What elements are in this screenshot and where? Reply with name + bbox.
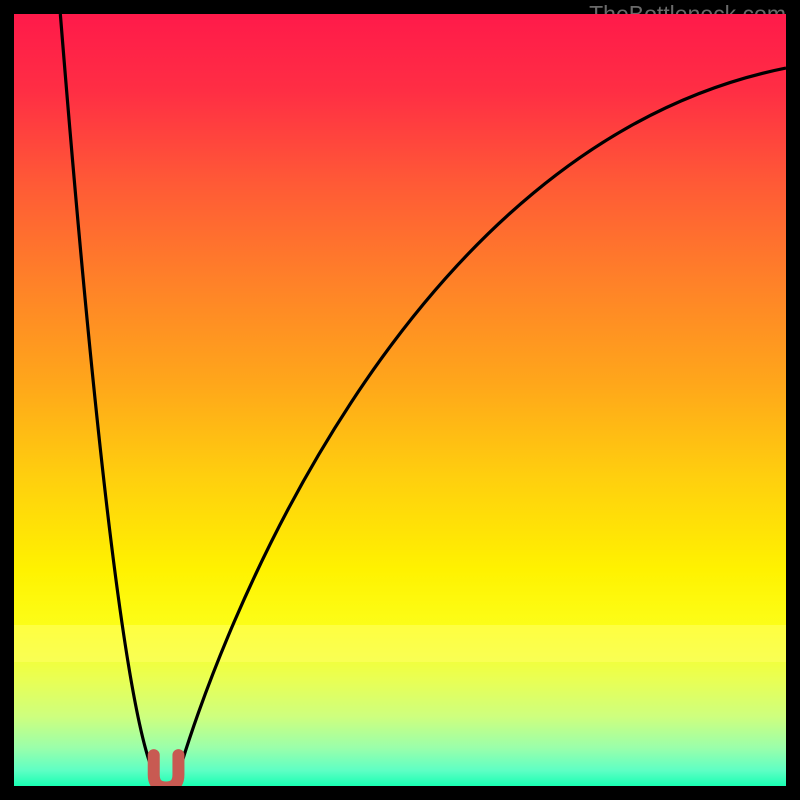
dip-bump [154, 755, 179, 786]
bump-layer [14, 14, 786, 786]
plot-area [14, 14, 786, 786]
chart-frame: TheBottleneck.com [0, 0, 800, 800]
